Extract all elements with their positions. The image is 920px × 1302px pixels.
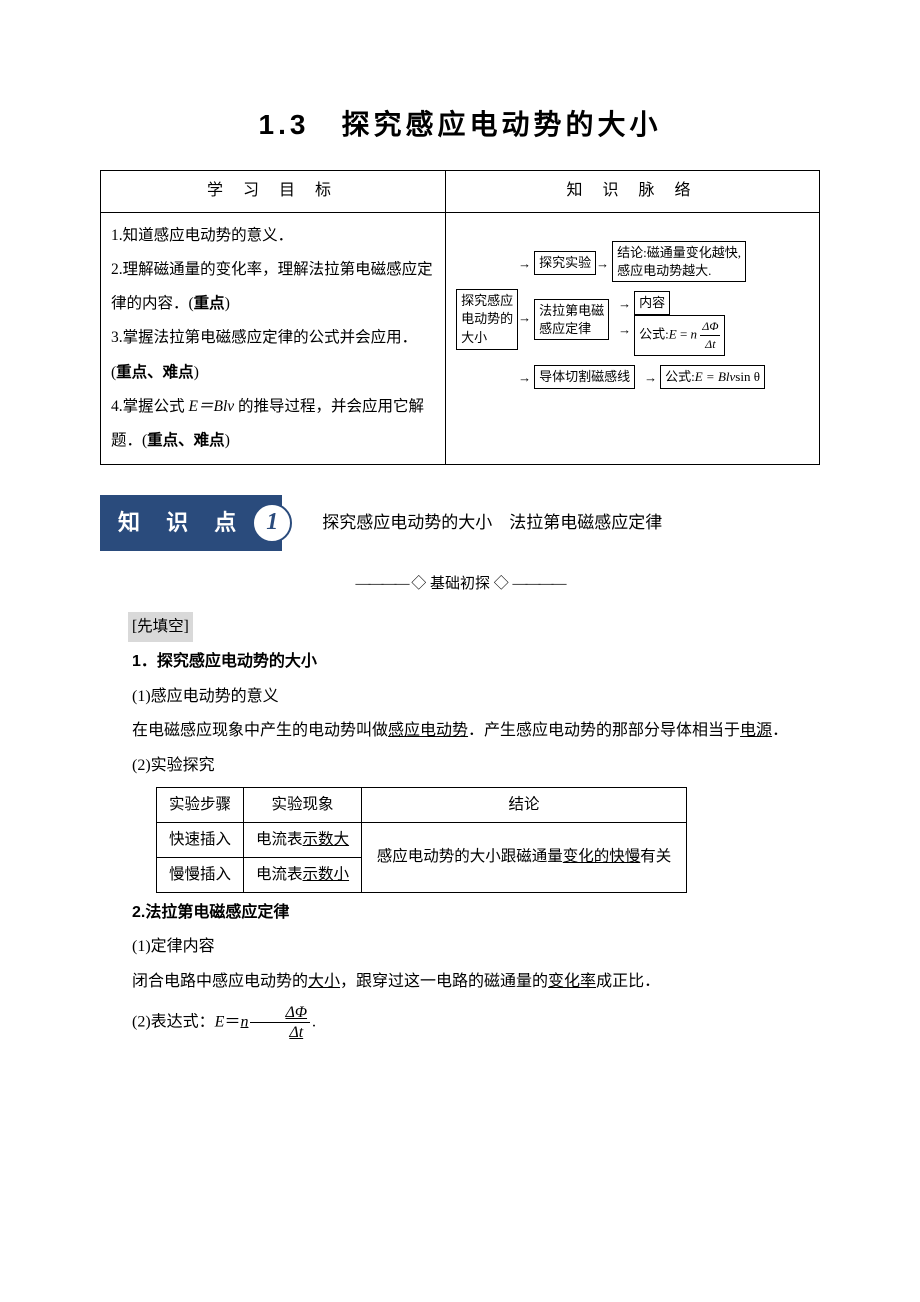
exp-cell: 慢慢插入	[157, 857, 244, 892]
badge-number: 1	[252, 503, 292, 543]
exp-head: 实验步骤	[157, 787, 244, 822]
goal-4: 4.掌握公式 E＝Blv 的推导过程，并会应用它解题．(重点、难点)	[111, 390, 435, 458]
diagram-root: 探究感应 电动势的 大小	[456, 289, 518, 350]
diagram-node: 探究实验	[534, 251, 596, 275]
section-badge: 知 识 点 1	[100, 495, 282, 551]
col-goals-head: 学 习 目 标	[101, 171, 446, 213]
objectives-table: 学 习 目 标 知 识 脉 络 1.知道感应电动势的意义． 2.理解磁通量的变化…	[100, 170, 820, 464]
diagram-node: 导体切割磁感线	[534, 365, 635, 389]
diagram-node: 结论:磁通量变化越快, 感应电动势越大.	[612, 241, 746, 282]
para: (1)定律内容	[100, 933, 820, 962]
exp-cell: 电流表示数小	[244, 857, 362, 892]
arrow-icon: →	[644, 371, 657, 384]
diagram-node-formula: 公式:E = n ΔΦΔt	[634, 315, 725, 356]
exp-cell: 电流表示数大	[244, 822, 362, 857]
arrow-icon: →	[618, 297, 631, 310]
section-badge-row: 知 识 点 1 探究感应电动势的大小 法拉第电磁感应定律	[100, 495, 820, 551]
para: 闭合电路中感应电动势的大小，跟穿过这一电路的磁通量的变化率成正比．	[100, 968, 820, 997]
col-map-head: 知 识 脉 络	[446, 171, 820, 213]
subsection-1: 1．探究感应电动势的大小	[100, 648, 820, 677]
goal-3: 3.掌握法拉第电磁感应定律的公式并会应用．(重点、难点)	[111, 321, 435, 389]
diagram-node: 法拉第电磁 感应定律	[534, 299, 609, 340]
goal-1: 1.知道感应电动势的意义．	[111, 219, 435, 253]
para: (1)感应电动势的意义	[100, 683, 820, 712]
badge-label: 知 识 点	[118, 503, 246, 543]
fill-blank-header: [先填空]	[128, 612, 193, 642]
knowledge-map-cell: 探究感应 电动势的 大小 → → → 探究实验 → 结论:磁通量变化越快, 感应…	[446, 213, 820, 465]
exp-head: 实验现象	[244, 787, 362, 822]
goals-cell: 1.知道感应电动势的意义． 2.理解磁通量的变化率，理解法拉第电磁感应定律的内容…	[101, 213, 446, 465]
diagram-node-formula: 公式:E = Blvsin θ	[660, 365, 765, 389]
page-title: 1.3 探究感应电动势的大小	[100, 100, 820, 150]
arrow-icon: →	[518, 311, 531, 324]
knowledge-diagram: 探究感应 电动势的 大小 → → → 探究实验 → 结论:磁通量变化越快, 感应…	[456, 219, 809, 409]
section-title: 探究感应电动势的大小 法拉第电磁感应定律	[322, 508, 662, 539]
fraction: ΔΦΔt	[250, 1003, 310, 1042]
experiment-table: 实验步骤 实验现象 结论 快速插入 电流表示数大 感应电动势的大小跟磁通量变化的…	[156, 787, 687, 893]
formula-line: (2)表达式：E＝nΔΦΔt.	[100, 1003, 820, 1042]
exp-conclusion: 感应电动势的大小跟磁通量变化的快慢有关	[362, 822, 687, 892]
separator: ———— ◇ 基础初探 ◇ ————	[100, 571, 820, 598]
para: 在电磁感应现象中产生的电动势叫做感应电动势．产生感应电动势的那部分导体相当于电源…	[100, 717, 820, 746]
subsection-2: 2.法拉第电磁感应定律	[100, 899, 820, 928]
arrow-icon: →	[618, 323, 631, 336]
exp-cell: 快速插入	[157, 822, 244, 857]
arrow-icon: →	[518, 257, 531, 270]
goal-2: 2.理解磁通量的变化率，理解法拉第电磁感应定律的内容．(重点)	[111, 253, 435, 321]
diagram-node: 内容	[634, 291, 670, 315]
arrow-icon: →	[518, 371, 531, 384]
arrow-icon: →	[596, 257, 609, 270]
para: (2)实验探究	[100, 752, 820, 781]
exp-head: 结论	[362, 787, 687, 822]
